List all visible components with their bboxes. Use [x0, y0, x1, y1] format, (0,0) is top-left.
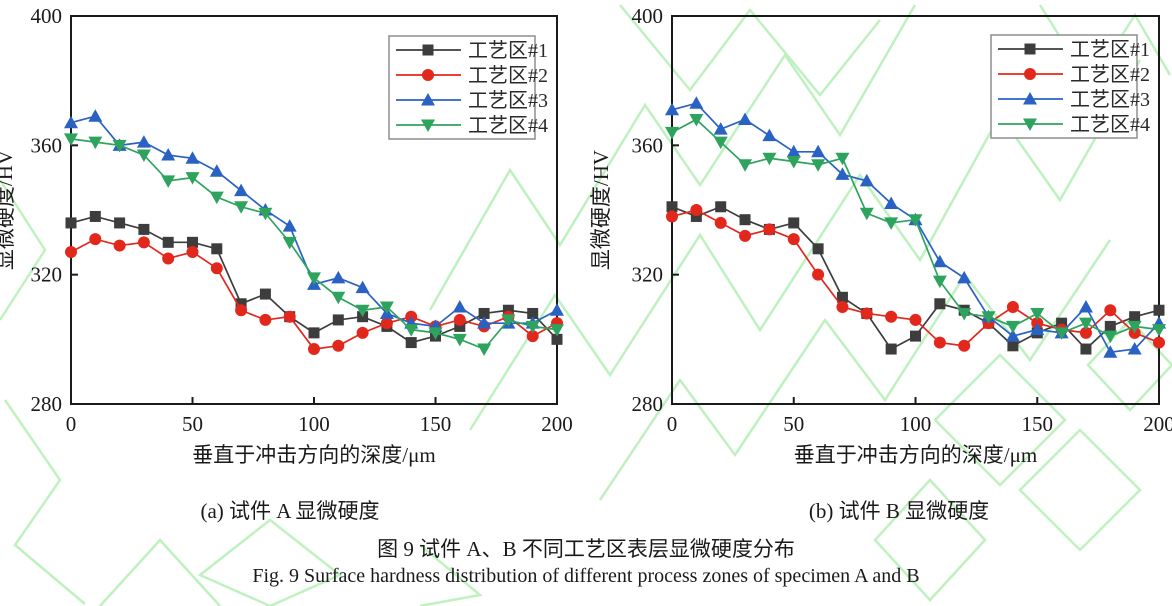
subcaption-a: (a) 试件 A 显微硬度: [200, 499, 380, 523]
svg-text:工艺区#3: 工艺区#3: [1070, 88, 1150, 111]
svg-text:280: 280: [632, 392, 664, 416]
svg-text:280: 280: [31, 392, 63, 416]
svg-text:50: 50: [182, 412, 203, 436]
svg-text:工艺区#1: 工艺区#1: [1070, 38, 1150, 61]
svg-text:工艺区#3: 工艺区#3: [468, 89, 548, 112]
svg-text:320: 320: [31, 263, 63, 287]
svg-text:150: 150: [1022, 412, 1054, 436]
svg-text:200: 200: [1143, 412, 1172, 436]
svg-text:垂直于冲击方向的深度/μm: 垂直于冲击方向的深度/μm: [794, 443, 1037, 467]
svg-text:150: 150: [420, 412, 452, 436]
svg-text:垂直于冲击方向的深度/μm: 垂直于冲击方向的深度/μm: [192, 443, 435, 467]
svg-text:320: 320: [632, 263, 664, 287]
svg-text:400: 400: [31, 4, 63, 28]
svg-text:200: 200: [541, 412, 573, 436]
svg-text:100: 100: [900, 412, 932, 436]
svg-text:0: 0: [66, 412, 77, 436]
svg-text:0: 0: [667, 412, 678, 436]
svg-text:显微硬度/HV: 显微硬度/HV: [0, 150, 17, 270]
svg-text:工艺区#4: 工艺区#4: [1070, 113, 1150, 136]
svg-text:360: 360: [632, 133, 664, 157]
svg-text:工艺区#2: 工艺区#2: [1070, 63, 1150, 86]
svg-text:50: 50: [783, 412, 804, 436]
svg-text:360: 360: [31, 133, 63, 157]
svg-text:工艺区#4: 工艺区#4: [468, 114, 548, 137]
figure-title-chinese: 图 9 试件 A、B 不同工艺区表层显微硬度分布: [377, 537, 795, 561]
svg-text:显微硬度/HV: 显微硬度/HV: [589, 150, 613, 270]
svg-text:400: 400: [632, 4, 664, 28]
svg-text:100: 100: [298, 412, 330, 436]
subcaption-b: (b) 试件 B 显微硬度: [808, 499, 990, 523]
figure-title-english: Fig. 9 Surface hardness distribution of …: [252, 565, 920, 587]
chart-specimen-a: 280 320 360 400 0 50 100 150 200 垂直于冲击方向的深度/μm 显微硬…: [0, 4, 573, 467]
svg-text:工艺区#1: 工艺区#1: [468, 39, 548, 62]
chart-specimen-b: 280 320 360 400 0 50 100 150 200 垂直于冲击方向的深度/μm 显微硬…: [589, 4, 1172, 467]
svg-text:工艺区#2: 工艺区#2: [468, 64, 548, 87]
